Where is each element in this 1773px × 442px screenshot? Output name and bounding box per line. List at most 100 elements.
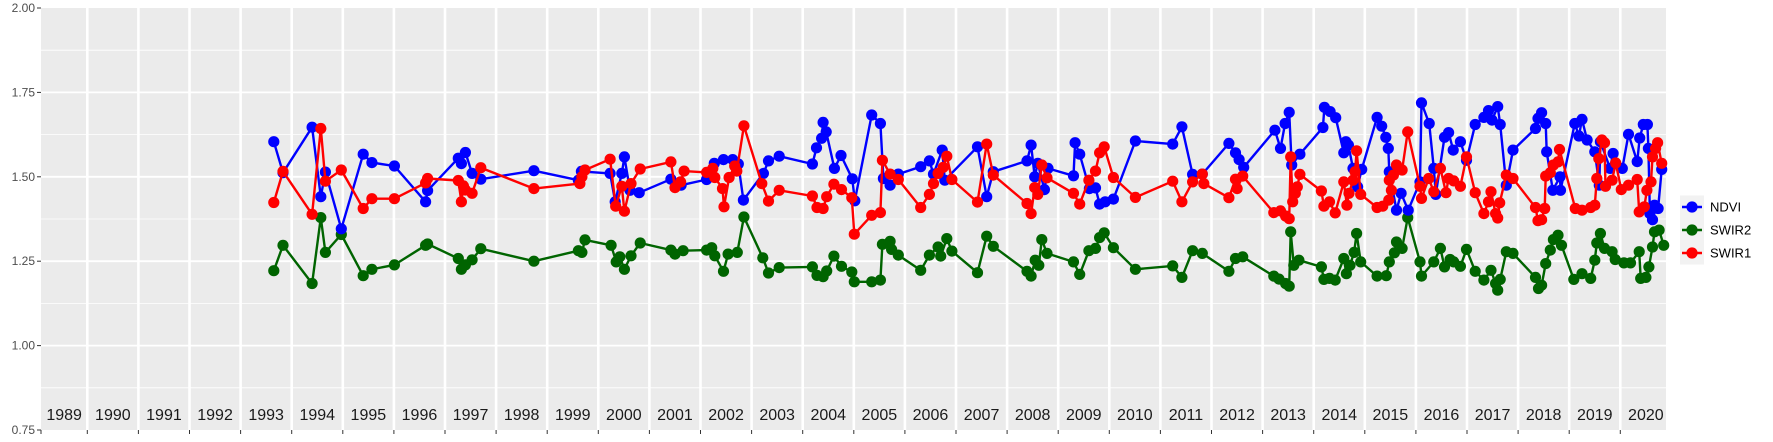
- data-point: [1283, 213, 1295, 225]
- year-label: 2017: [1475, 407, 1511, 424]
- data-point: [1507, 144, 1519, 156]
- data-point: [1469, 265, 1481, 277]
- data-point: [987, 169, 999, 181]
- data-point: [1624, 257, 1637, 269]
- data-point: [1025, 270, 1037, 282]
- data-point: [1376, 120, 1388, 132]
- data-point: [1231, 183, 1243, 195]
- data-point: [1492, 212, 1504, 224]
- data-point: [675, 176, 687, 188]
- data-point: [1395, 187, 1407, 199]
- data-point: [846, 266, 858, 278]
- data-point: [1089, 182, 1102, 194]
- data-point: [1485, 264, 1497, 276]
- data-point: [821, 265, 833, 277]
- year-label: 2007: [964, 407, 1000, 424]
- data-point: [1107, 193, 1119, 205]
- data-point: [1494, 118, 1506, 131]
- data-point: [1415, 270, 1428, 282]
- data-point: [1269, 124, 1281, 136]
- data-point: [1653, 224, 1665, 236]
- data-point: [1343, 187, 1355, 199]
- legend-label: SWIR1: [1710, 246, 1751, 261]
- year-label: 1989: [46, 407, 82, 424]
- data-point: [610, 200, 622, 212]
- data-point: [1414, 256, 1426, 268]
- legend-key-point: [1686, 201, 1698, 213]
- data-point: [1415, 97, 1428, 109]
- data-point: [1568, 273, 1580, 285]
- data-point: [932, 241, 944, 253]
- data-point: [1323, 196, 1336, 208]
- year-label: 2000: [606, 407, 642, 424]
- data-point: [1176, 271, 1188, 283]
- data-point: [1576, 268, 1588, 280]
- data-point: [1507, 247, 1519, 259]
- data-point: [1541, 146, 1553, 158]
- data-point: [971, 141, 984, 153]
- data-point: [1341, 199, 1353, 211]
- data-point: [1658, 239, 1670, 251]
- data-point: [1348, 246, 1360, 258]
- data-point: [1645, 176, 1657, 188]
- data-point: [677, 245, 689, 257]
- data-point: [717, 265, 730, 277]
- data-point: [1223, 192, 1235, 204]
- data-point: [1554, 184, 1567, 196]
- data-point: [773, 150, 785, 162]
- data-point: [1591, 172, 1603, 185]
- data-point: [1021, 197, 1033, 210]
- data-point: [1641, 184, 1653, 196]
- data-point: [1622, 128, 1635, 140]
- data-point: [1330, 112, 1342, 124]
- data-point: [616, 180, 628, 192]
- data-point: [731, 165, 743, 177]
- data-point: [835, 260, 848, 272]
- y-tick-label: 1.50: [12, 170, 36, 184]
- data-point: [927, 178, 940, 190]
- data-point: [306, 121, 318, 133]
- data-point: [1347, 174, 1359, 186]
- data-point: [1494, 197, 1506, 209]
- data-point: [665, 156, 677, 168]
- data-point: [738, 211, 750, 223]
- data-point: [817, 202, 829, 215]
- data-point: [1371, 270, 1383, 282]
- data-point: [1552, 229, 1564, 241]
- year-label: 1991: [146, 407, 182, 424]
- data-point: [1606, 174, 1618, 186]
- data-point: [388, 259, 400, 271]
- data-point: [1494, 273, 1506, 285]
- data-point: [306, 277, 318, 290]
- year-label: 1993: [248, 407, 284, 424]
- year-label: 2018: [1526, 407, 1562, 424]
- data-point: [1507, 172, 1519, 185]
- data-point: [915, 201, 927, 214]
- data-point: [1083, 174, 1095, 186]
- data-point: [1469, 118, 1481, 131]
- data-point: [709, 171, 721, 184]
- data-point: [1176, 121, 1188, 133]
- data-point: [618, 151, 631, 163]
- data-point: [1387, 169, 1399, 181]
- data-point: [987, 240, 999, 252]
- data-point: [315, 191, 327, 203]
- year-label: 1997: [453, 407, 489, 424]
- data-point: [1074, 148, 1086, 160]
- data-point: [874, 207, 887, 219]
- legend-item-swir2: SWIR2: [1680, 218, 1751, 242]
- data-point: [1536, 214, 1548, 226]
- data-point: [757, 252, 769, 264]
- data-point: [981, 230, 993, 242]
- data-point: [1067, 256, 1080, 268]
- data-point: [1089, 242, 1102, 254]
- year-label: 2015: [1373, 407, 1409, 424]
- data-point: [579, 164, 591, 176]
- data-point: [762, 267, 775, 279]
- data-point: [1129, 191, 1141, 203]
- data-point: [633, 187, 645, 199]
- year-label: 1999: [555, 407, 591, 424]
- data-point: [1469, 187, 1481, 199]
- data-point: [892, 173, 904, 186]
- data-point: [1529, 122, 1542, 135]
